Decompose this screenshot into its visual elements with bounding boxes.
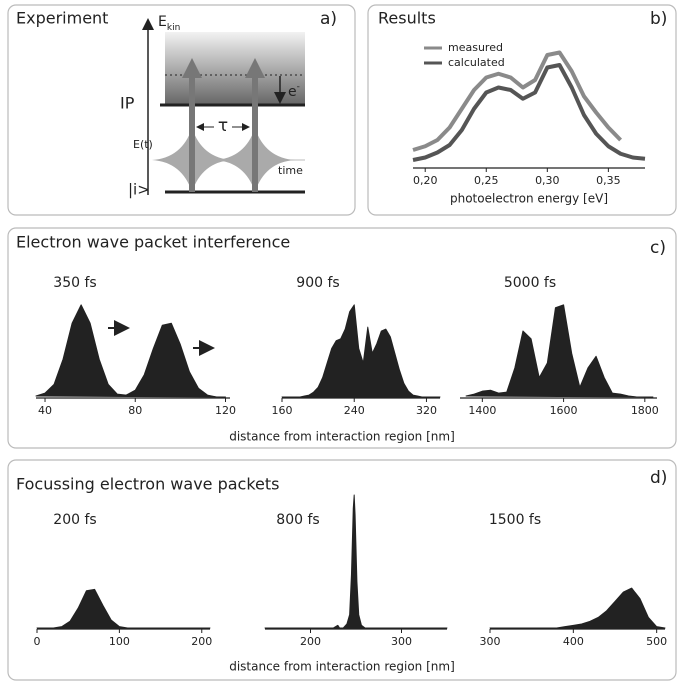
wave-packet xyxy=(264,494,448,629)
x-tick-label: 1800 xyxy=(631,404,659,417)
excitation-arrowhead xyxy=(182,58,202,78)
energy-label: Ekin xyxy=(158,14,180,33)
x-tick-label: 0,20 xyxy=(413,174,438,187)
initial-label: |i> xyxy=(128,181,150,199)
panel-title: Electron wave packet interference xyxy=(16,233,290,252)
x-tick-label: 200 xyxy=(191,635,212,648)
x-tick-label: 0,35 xyxy=(596,174,621,187)
panel-d xyxy=(7,459,677,681)
wave-packet xyxy=(489,587,666,629)
panel-b xyxy=(367,4,677,216)
panel-title: Focussing electron wave packets xyxy=(16,475,280,494)
legend-label: calculated xyxy=(448,56,505,69)
delay-annotation: 5000 fs xyxy=(504,275,556,291)
x-tick-label: 100 xyxy=(109,635,130,648)
panel-letter: b) xyxy=(650,9,667,29)
wave-packet xyxy=(36,588,211,629)
delay-label: τ xyxy=(218,116,228,136)
excitation-arrow xyxy=(252,75,258,192)
field-label: E(t) xyxy=(133,138,153,151)
x-axis-label: distance from interaction region [nm] xyxy=(229,430,455,444)
x-tick-label: 300 xyxy=(480,635,501,648)
continuum xyxy=(165,32,305,105)
x-tick-label: 1600 xyxy=(550,404,578,417)
panel-title: Experiment xyxy=(16,9,108,28)
series-line xyxy=(412,50,623,152)
electron-label: e- xyxy=(288,82,300,101)
energy-diagram: Ekin IP |i> e- τ E(t) time xyxy=(120,14,305,199)
x-tick-label: 40 xyxy=(38,404,52,417)
panel-letter: c) xyxy=(650,238,666,258)
x-tick-label: 500 xyxy=(646,635,667,648)
delay-annotation: 800 fs xyxy=(276,512,319,528)
x-tick-label: 160 xyxy=(272,404,293,417)
wave-packet xyxy=(35,304,226,398)
series-line xyxy=(412,63,646,162)
x-tick-label: 200 xyxy=(300,635,321,648)
x-tick-label: 0 xyxy=(34,635,41,648)
wave-packet xyxy=(465,304,654,398)
x-tick-label: 120 xyxy=(215,404,236,417)
legend-label: measured xyxy=(448,41,503,54)
time-label: time xyxy=(278,164,303,177)
x-axis-label: photoelectron energy [eV] xyxy=(450,192,608,206)
x-tick-label: 400 xyxy=(563,635,584,648)
x-axis-label: distance from interaction region [nm] xyxy=(229,660,455,674)
wave-packet xyxy=(281,304,441,398)
x-tick-label: 320 xyxy=(416,404,437,417)
x-tick-label: 240 xyxy=(344,404,365,417)
x-tick-label: 0,30 xyxy=(535,174,560,187)
ip-label: IP xyxy=(120,94,135,113)
panel-letter: a) xyxy=(320,9,337,29)
delay-annotation: 900 fs xyxy=(296,275,339,291)
panel-letter: d) xyxy=(650,468,667,488)
x-tick-label: 0,25 xyxy=(474,174,499,187)
excitation-arrowhead xyxy=(245,58,265,78)
delay-annotation: 200 fs xyxy=(53,512,96,528)
excitation-arrow xyxy=(189,75,195,192)
x-tick-label: 1400 xyxy=(468,404,496,417)
delay-annotation: 350 fs xyxy=(53,275,96,291)
x-tick-label: 80 xyxy=(128,404,142,417)
panel-title: Results xyxy=(378,9,436,28)
delay-annotation: 1500 fs xyxy=(489,512,541,528)
x-tick-label: 300 xyxy=(391,635,412,648)
